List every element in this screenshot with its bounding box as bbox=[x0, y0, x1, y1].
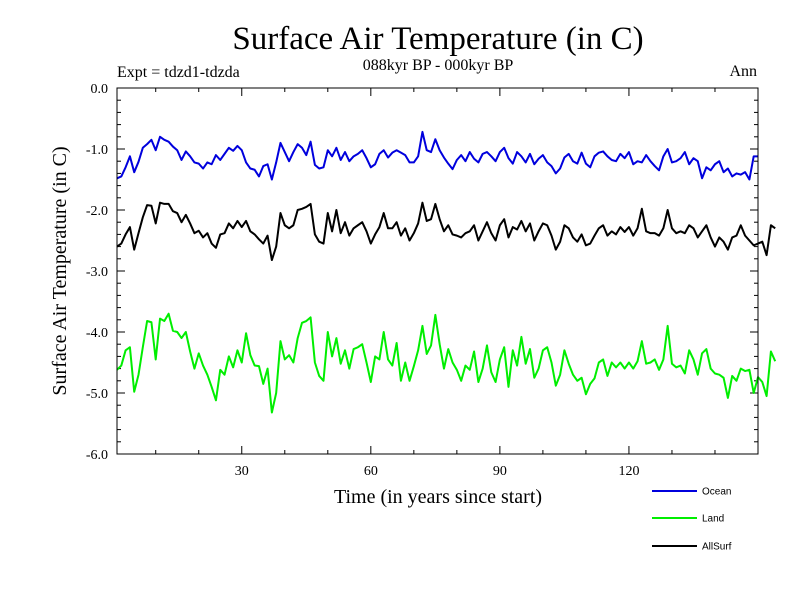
period-label: Ann bbox=[729, 63, 757, 80]
y-tick-label: -5.0 bbox=[86, 387, 108, 402]
series-lines bbox=[116, 130, 777, 414]
y-axis-label: Surface Air Temperature (in C) bbox=[49, 146, 71, 395]
x-axis-ticks bbox=[155, 88, 716, 454]
x-tick-label: 90 bbox=[493, 464, 507, 479]
y-tick-label: -4.0 bbox=[86, 326, 108, 341]
y-tick-label: -3.0 bbox=[86, 265, 108, 280]
chart-subtitle: 088kyr BP - 000kyr BP bbox=[363, 57, 514, 74]
y-tick-label: -2.0 bbox=[86, 204, 108, 219]
legend-label-allsurf: AllSurf bbox=[702, 542, 732, 553]
series-line-allsurf bbox=[116, 201, 776, 262]
series-line-land bbox=[116, 312, 777, 414]
y-tick-label: 0.0 bbox=[91, 82, 109, 97]
x-tick-label: 60 bbox=[364, 464, 378, 479]
legend-label-land: Land bbox=[702, 514, 724, 525]
series-line-ocean bbox=[116, 130, 758, 181]
x-tick-label: 30 bbox=[235, 464, 249, 479]
x-axis-tick-labels: 30 60 90 120 bbox=[235, 464, 640, 479]
y-tick-label: -1.0 bbox=[86, 143, 108, 158]
y-axis-tick-labels: 0.0 -1.0 -2.0 -3.0 -4.0 -5.0 -6.0 bbox=[86, 82, 108, 463]
legend: Ocean Land AllSurf bbox=[652, 487, 732, 553]
x-tick-label: 120 bbox=[618, 464, 639, 479]
chart-title: Surface Air Temperature (in C) bbox=[232, 21, 643, 57]
y-tick-label: -6.0 bbox=[86, 448, 108, 463]
x-axis-label: Time (in years since start) bbox=[334, 486, 542, 508]
experiment-label: Expt = tdzd1-tdzda bbox=[117, 64, 240, 81]
plot-frame bbox=[116, 87, 759, 455]
legend-label-ocean: Ocean bbox=[702, 487, 731, 498]
